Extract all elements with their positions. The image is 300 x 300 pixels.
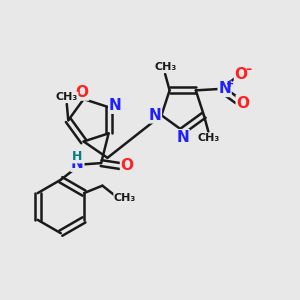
Text: H: H [72, 150, 82, 163]
Text: N: N [109, 98, 122, 113]
Text: O: O [76, 85, 89, 100]
Text: CH₃: CH₃ [154, 62, 176, 73]
Text: O: O [121, 158, 134, 173]
Text: N: N [218, 81, 231, 96]
Text: –: – [245, 63, 251, 76]
Text: +: + [226, 79, 234, 88]
Text: O: O [235, 67, 248, 82]
Text: CH₃: CH₃ [114, 194, 136, 203]
Text: CH₃: CH₃ [56, 92, 78, 102]
Text: N: N [176, 130, 189, 145]
Text: N: N [148, 108, 161, 123]
Text: CH₃: CH₃ [197, 133, 220, 143]
Text: N: N [71, 156, 84, 171]
Text: O: O [236, 96, 249, 111]
